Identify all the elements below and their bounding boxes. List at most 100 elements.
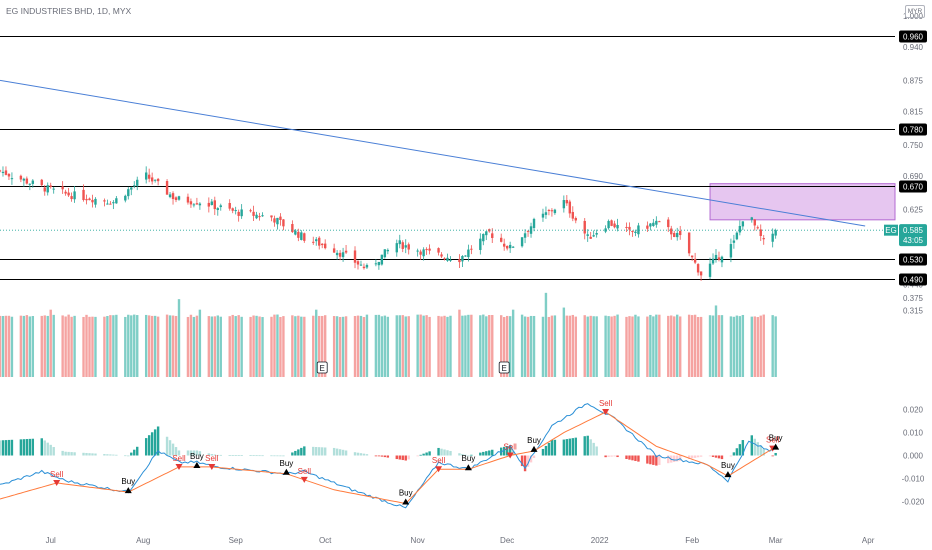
volume-bar	[699, 316, 703, 377]
macd-histogram-bar	[91, 453, 94, 456]
volume-bar	[520, 314, 524, 377]
candle-body	[401, 242, 404, 249]
candle-body	[52, 188, 55, 190]
candle-body	[729, 244, 733, 258]
macd-histogram-bar	[443, 449, 446, 456]
macd-histogram-bar	[255, 455, 258, 457]
trendline-layer[interactable]	[0, 79, 866, 227]
buy-label: Buy	[280, 459, 294, 468]
volume-bar	[255, 315, 258, 377]
macd-histogram-bar	[321, 447, 324, 456]
candle-body	[738, 225, 742, 233]
volume-bar	[741, 314, 745, 377]
macd-histogram-bar	[362, 453, 366, 456]
volume-bar	[73, 315, 76, 377]
candle-body	[168, 194, 172, 198]
candle-body	[300, 232, 303, 240]
macd-histogram-bar	[7, 439, 11, 456]
macd-histogram-bar	[276, 455, 279, 457]
candle-body	[547, 210, 551, 212]
volume-bar	[714, 305, 718, 377]
volume-bar	[771, 315, 774, 377]
currency-badge[interactable]: MYR	[905, 5, 925, 18]
resistance-zone-layer[interactable]	[709, 183, 896, 221]
candle-body	[344, 250, 348, 253]
candle-body	[165, 181, 169, 195]
candle-body	[386, 249, 390, 252]
macd-histogram-bar	[520, 455, 524, 467]
macd-histogram-bar	[562, 439, 566, 456]
volume-bar	[252, 315, 255, 377]
candle-body	[276, 217, 279, 225]
volume-bar	[341, 316, 345, 377]
volume-bar	[270, 316, 273, 377]
candle-body	[690, 255, 694, 258]
volume-bar	[106, 316, 109, 377]
time-axis[interactable]: Jul Aug Sep Oct Nov Dec 2022 Feb Mar Apr	[46, 536, 875, 545]
candle-body	[231, 208, 234, 211]
sell-marker	[208, 463, 216, 470]
macd-histogram-bar	[252, 455, 255, 457]
candle-body	[255, 214, 258, 219]
candle-body	[568, 201, 572, 214]
candle-body	[85, 198, 88, 201]
price-axis-label: 0.875	[903, 76, 924, 85]
macd-histogram-bar	[437, 447, 440, 456]
volume-bar	[467, 314, 470, 377]
volume-bar	[416, 314, 419, 377]
volume-bar	[279, 316, 282, 377]
horizontal-levels[interactable]	[0, 36, 895, 280]
candle-body	[156, 178, 160, 182]
macd-histogram-bar	[344, 450, 348, 456]
macd-axis-label: 0.000	[903, 452, 924, 461]
macd-histogram-bar	[109, 454, 112, 456]
volume-bar	[0, 315, 2, 377]
candle-body	[112, 202, 115, 204]
candle-body	[174, 197, 178, 201]
volume-bar	[67, 314, 70, 377]
resistance-zone[interactable]	[709, 183, 896, 221]
volume-bar	[153, 315, 157, 377]
trendline[interactable]	[0, 79, 866, 227]
candle-body	[500, 237, 503, 242]
macd-histogram-bar	[312, 446, 315, 456]
macd-histogram-bar	[210, 454, 214, 456]
buy-marker	[530, 445, 538, 452]
macd-histogram-bar	[303, 446, 306, 456]
candle-body	[762, 238, 765, 240]
candle-body	[511, 246, 515, 248]
earnings-marker[interactable]	[316, 361, 328, 374]
price-axis[interactable]: 1.0000.9400.8750.8150.7500.6900.6250.440…	[902, 12, 925, 507]
macd-histogram-bar	[40, 438, 43, 456]
volume-bar	[28, 316, 32, 377]
macd-histogram-bar	[112, 454, 115, 456]
macd-histogram-bar	[774, 452, 777, 456]
level-badge	[899, 123, 927, 136]
candle-body	[443, 258, 446, 260]
volume-bar	[446, 316, 449, 377]
macd-histogram-bar	[356, 452, 360, 456]
macd-histogram-bar	[711, 455, 715, 457]
earnings-marker[interactable]	[498, 361, 510, 374]
candle-body	[419, 251, 422, 255]
volume-bar	[25, 315, 29, 377]
volume-bar	[428, 316, 431, 377]
macd-histogram-bar	[658, 455, 661, 465]
candle-body	[676, 232, 679, 238]
candle-body	[332, 248, 336, 253]
macd-histogram-bar	[323, 447, 327, 456]
buy-label: Buy	[769, 434, 783, 443]
volume-bar	[511, 309, 515, 377]
candle-body	[482, 233, 485, 242]
candle-body	[273, 218, 276, 223]
volume-bar	[64, 316, 67, 377]
time-axis-label: Nov	[411, 536, 425, 545]
candle-body	[550, 210, 554, 212]
macd-histogram-bar	[395, 455, 398, 460]
macd-histogram-bar	[753, 438, 756, 456]
candle-body	[655, 220, 658, 225]
candle-body	[43, 187, 46, 192]
macd-histogram-bar	[291, 452, 294, 456]
